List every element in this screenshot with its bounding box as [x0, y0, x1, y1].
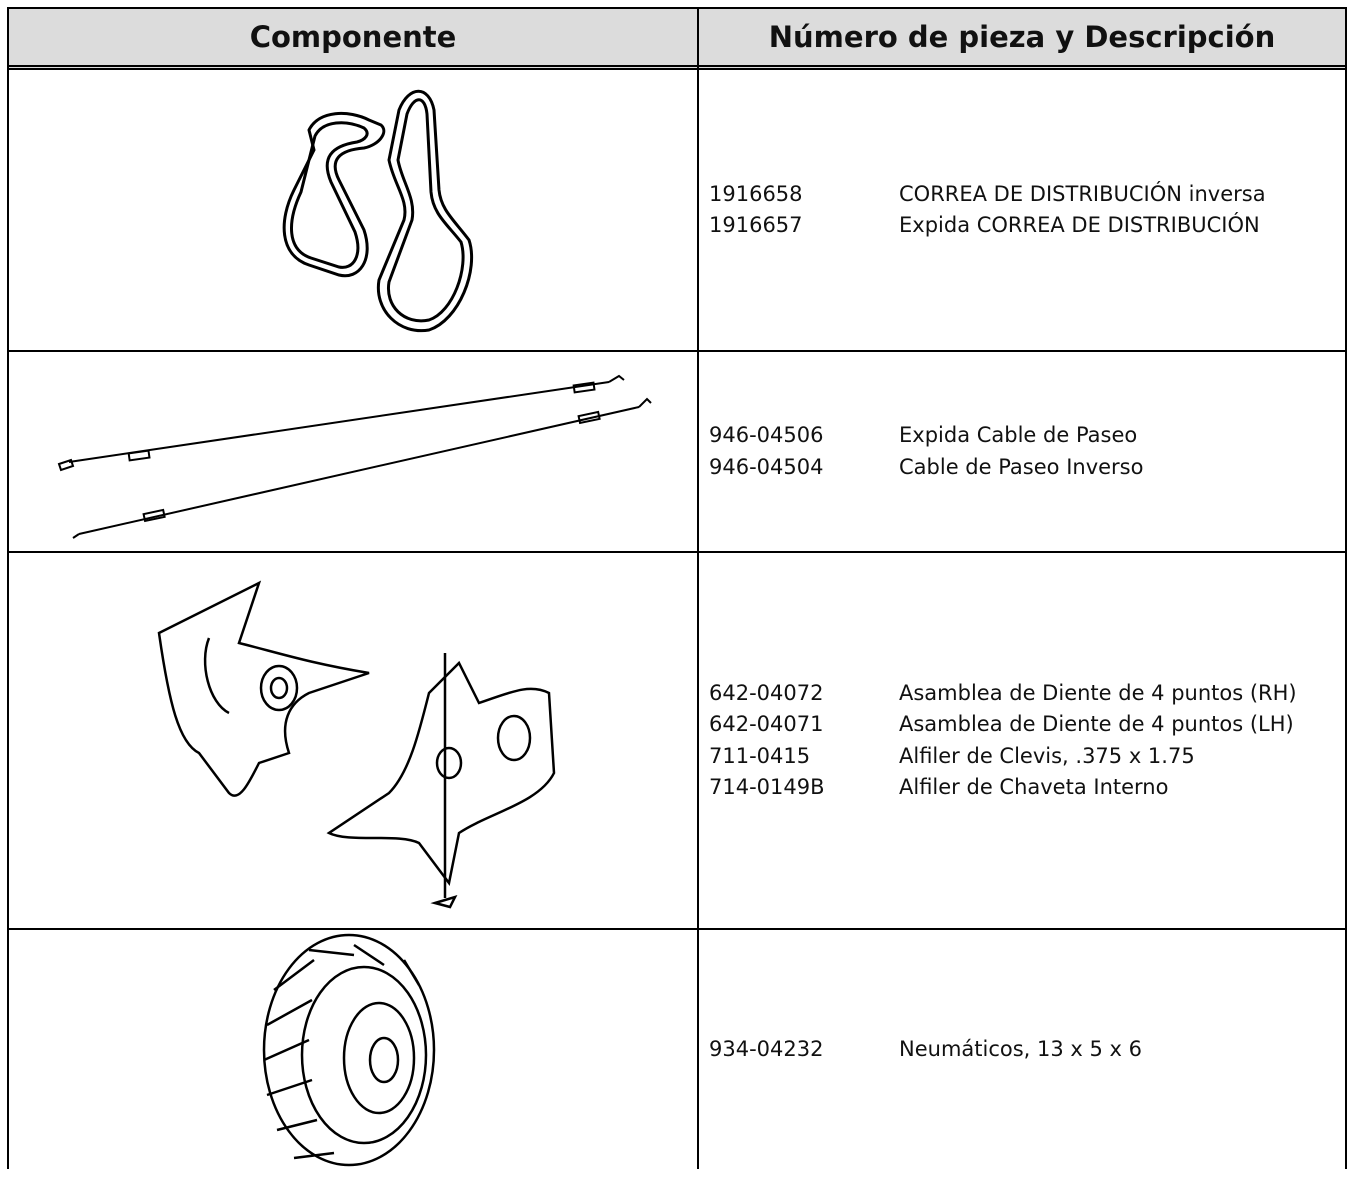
part-description: Alfiler de Chaveta Interno — [899, 775, 1169, 799]
table-row: 642-04072 Asamblea de Diente de 4 puntos … — [9, 553, 1345, 930]
part-line: 946-04504 Cable de Paseo Inverso — [699, 452, 1345, 484]
part-number: 714-0149B — [709, 775, 825, 799]
part-number: 642-04072 — [709, 680, 824, 705]
part-number: 946-04504 — [709, 454, 824, 479]
belt-illustration — [282, 89, 474, 333]
part-number: 711-0415 — [709, 743, 811, 768]
part-description: Alfiler de Clevis, .375 x 1.75 — [899, 743, 1195, 768]
table-row: 934-04232 Neumáticos, 13 x 5 x 6 — [9, 930, 1345, 1190]
header-cell: Componente — [249, 20, 457, 54]
parts-cell: 1916658 CORREA DE DISTRIBUCIÓN inversa 191… — [699, 70, 1345, 350]
part-line: 934-04232 Neumáticos, 13 x 5 x 6 — [699, 1034, 1345, 1066]
part-line: 642-04071 Asamblea de Diente de 4 puntos … — [699, 709, 1345, 741]
header-row: Componente Número de pieza y Descripción — [9, 9, 1345, 70]
part-description: Expida Cable de Paseo — [899, 423, 1138, 447]
cables-illustration — [57, 374, 652, 539]
part-line: 1916658 CORREA DE DISTRIBUCIÓN inversa — [699, 179, 1345, 211]
part-line: 946-04506 Expida Cable de Paseo — [699, 420, 1345, 452]
part-description: Neumáticos, 13 x 5 x 6 — [899, 1037, 1143, 1062]
part-line: 1916657 Expida CORREA DE DISTRIBUCIÓN — [699, 210, 1345, 242]
part-number: 934-04232 — [709, 1037, 824, 1062]
tines-illustration — [157, 580, 556, 909]
tire-illustration — [262, 933, 436, 1167]
column-divider — [697, 9, 699, 1169]
header-cell: Número de pieza y Descripción — [768, 20, 1276, 54]
part-line: 711-0415 Alfiler de Clevis, .375 x 1.75 — [699, 741, 1345, 773]
part-number: 1916658 — [709, 181, 803, 206]
part-description: CORREA DE DISTRIBUCIÓN inversa — [899, 181, 1266, 206]
part-description: Cable de Paseo Inverso — [899, 454, 1144, 479]
part-description: Asamblea de Diente de 4 puntos (LH) — [899, 712, 1294, 736]
part-description: Asamblea de Diente de 4 puntos (RH) — [899, 680, 1297, 705]
parts-table: Componente Número de pieza y Descripción… — [7, 7, 1347, 1169]
parts-cell: 642-04072 Asamblea de Diente de 4 puntos … — [699, 553, 1345, 928]
part-number: 946-04506 — [709, 423, 824, 447]
table-row: 1916658 CORREA DE DISTRIBUCIÓN inversa 191… — [9, 70, 1345, 352]
part-number: 1916657 — [709, 213, 803, 237]
part-line: 714-0149B Alfiler de Chaveta Interno — [699, 772, 1345, 804]
part-description: Expida CORREA DE DISTRIBUCIÓN — [899, 213, 1260, 237]
part-number: 642-04071 — [709, 712, 824, 736]
parts-cell: 934-04232 Neumáticos, 13 x 5 x 6 — [699, 930, 1345, 1170]
table-row: 946-04506 Expida Cable de Paseo 946-04504 C… — [9, 352, 1345, 553]
parts-cell: 946-04506 Expida Cable de Paseo 946-04504 C… — [699, 352, 1345, 551]
part-line: 642-04072 Asamblea de Diente de 4 puntos … — [699, 678, 1345, 710]
